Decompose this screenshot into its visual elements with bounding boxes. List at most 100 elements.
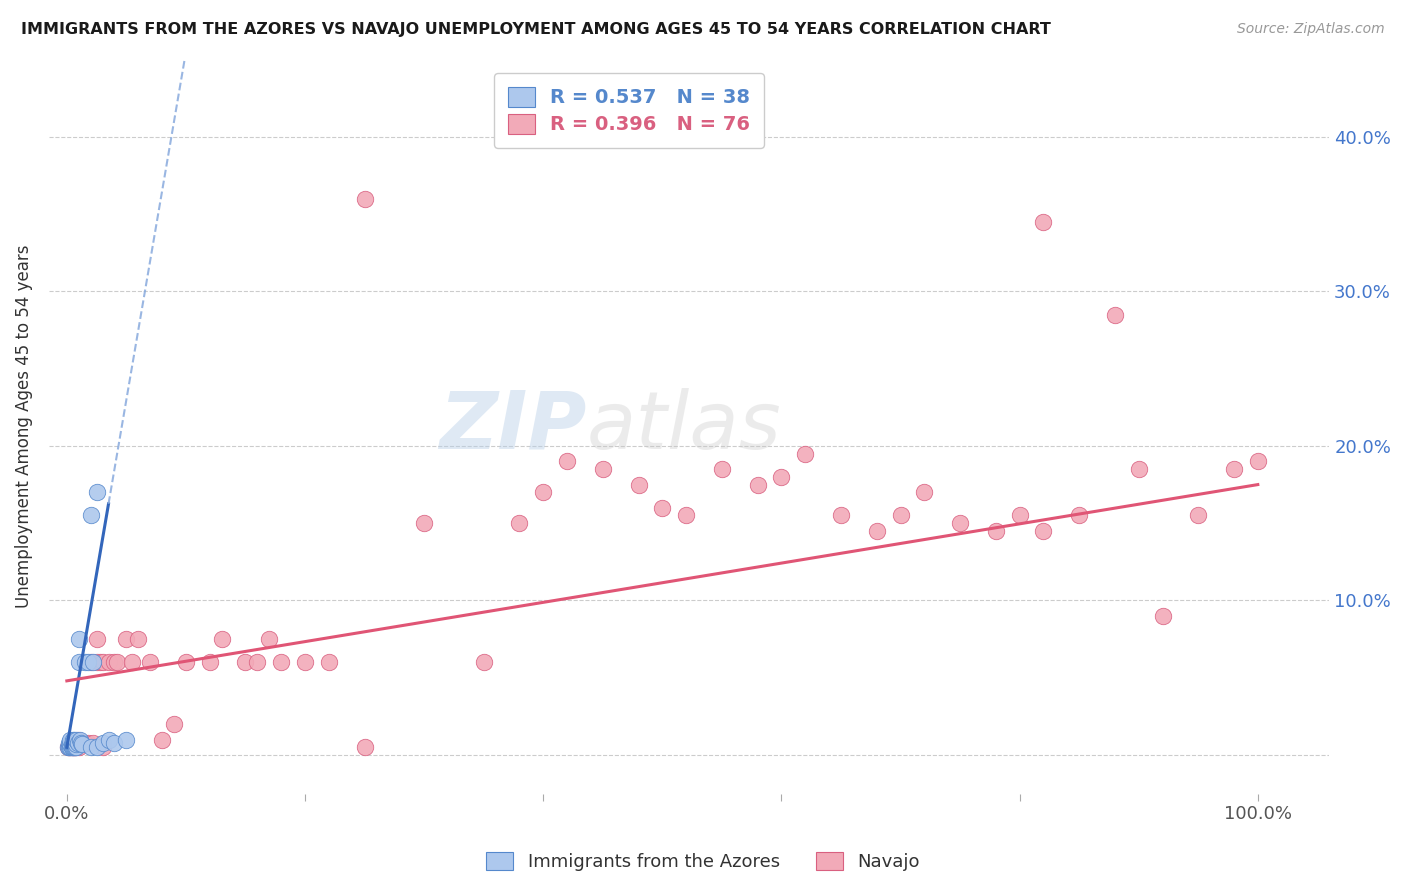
- Point: [353, 740, 375, 755]
- Point: [592, 462, 614, 476]
- Point: [413, 516, 436, 531]
- Legend: Immigrants from the Azores, Navajo: Immigrants from the Azores, Navajo: [479, 845, 927, 879]
- Point: [127, 632, 149, 647]
- Point: [60, 737, 83, 751]
- Legend: R = 0.537   N = 38, R = 0.396   N = 76: R = 0.537 N = 38, R = 0.396 N = 76: [494, 73, 763, 148]
- Point: [97, 656, 120, 670]
- Point: [1104, 308, 1126, 322]
- Point: [59, 732, 82, 747]
- Point: [121, 656, 143, 670]
- Point: [115, 732, 138, 747]
- Point: [67, 736, 90, 750]
- Point: [65, 737, 87, 751]
- Point: [86, 740, 108, 755]
- Point: [86, 632, 108, 647]
- Point: [67, 656, 90, 670]
- Point: [91, 740, 114, 755]
- Point: [472, 656, 495, 670]
- Point: [63, 740, 86, 755]
- Point: [65, 740, 87, 755]
- Point: [1032, 524, 1054, 538]
- Point: [294, 656, 316, 670]
- Point: [70, 736, 93, 750]
- Point: [79, 656, 101, 670]
- Point: [66, 732, 89, 747]
- Point: [150, 732, 173, 747]
- Point: [198, 656, 221, 670]
- Point: [555, 454, 578, 468]
- Point: [62, 732, 84, 747]
- Point: [63, 736, 86, 750]
- Point: [627, 477, 650, 491]
- Point: [353, 192, 375, 206]
- Point: [62, 736, 84, 750]
- Point: [174, 656, 197, 670]
- Point: [70, 736, 93, 750]
- Point: [67, 632, 90, 647]
- Point: [59, 737, 82, 751]
- Point: [1187, 508, 1209, 523]
- Point: [69, 732, 91, 747]
- Point: [63, 736, 86, 750]
- Point: [86, 656, 108, 670]
- Point: [1128, 462, 1150, 476]
- Point: [1069, 508, 1091, 523]
- Point: [79, 508, 101, 523]
- Point: [1247, 454, 1270, 468]
- Point: [1008, 508, 1031, 523]
- Point: [889, 508, 911, 523]
- Point: [1032, 215, 1054, 229]
- Point: [56, 740, 79, 755]
- Point: [65, 736, 87, 750]
- Point: [82, 736, 104, 750]
- Point: [246, 656, 269, 670]
- Point: [63, 740, 86, 755]
- Point: [65, 740, 87, 755]
- Point: [82, 656, 104, 670]
- Point: [912, 485, 935, 500]
- Point: [984, 524, 1007, 538]
- Point: [91, 736, 114, 750]
- Text: ZIP: ZIP: [439, 388, 586, 466]
- Point: [67, 740, 90, 755]
- Point: [259, 632, 281, 647]
- Y-axis label: Unemployment Among Ages 45 to 54 years: Unemployment Among Ages 45 to 54 years: [15, 245, 32, 608]
- Point: [710, 462, 733, 476]
- Point: [63, 736, 86, 750]
- Point: [60, 736, 83, 750]
- Point: [89, 656, 111, 670]
- Point: [270, 656, 292, 670]
- Point: [675, 508, 697, 523]
- Point: [58, 736, 80, 750]
- Point: [115, 632, 138, 647]
- Point: [830, 508, 852, 523]
- Point: [105, 656, 128, 670]
- Point: [73, 656, 96, 670]
- Point: [60, 740, 83, 755]
- Point: [59, 737, 82, 751]
- Point: [63, 740, 86, 755]
- Point: [73, 736, 96, 750]
- Point: [60, 740, 83, 755]
- Point: [651, 500, 673, 515]
- Point: [866, 524, 889, 538]
- Point: [63, 740, 86, 755]
- Point: [63, 732, 86, 747]
- Point: [139, 656, 162, 670]
- Point: [62, 737, 84, 751]
- Point: [72, 737, 94, 751]
- Point: [66, 736, 89, 750]
- Text: IMMIGRANTS FROM THE AZORES VS NAVAJO UNEMPLOYMENT AMONG AGES 45 TO 54 YEARS CORR: IMMIGRANTS FROM THE AZORES VS NAVAJO UNE…: [21, 22, 1050, 37]
- Point: [318, 656, 340, 670]
- Point: [63, 737, 86, 751]
- Point: [56, 740, 79, 755]
- Text: atlas: atlas: [586, 388, 782, 466]
- Point: [1152, 609, 1174, 624]
- Point: [508, 516, 530, 531]
- Point: [86, 485, 108, 500]
- Point: [77, 736, 100, 750]
- Point: [235, 656, 257, 670]
- Point: [58, 740, 80, 755]
- Point: [62, 740, 84, 755]
- Point: [1223, 462, 1246, 476]
